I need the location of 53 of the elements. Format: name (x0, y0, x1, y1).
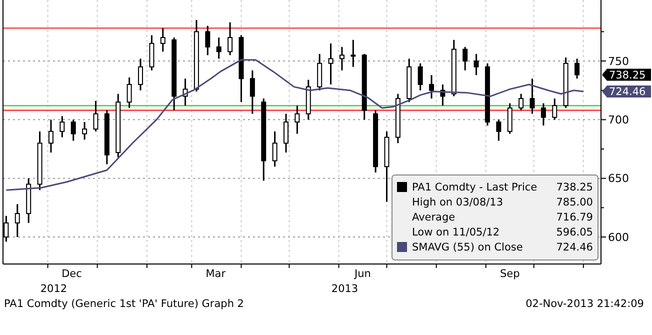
text: PA1 Comdty (Generic 1st 'PA' Future) Graph 2 (4, 298, 244, 310)
x-tick-label: Sep (500, 268, 520, 280)
candlestick (507, 102, 512, 135)
y-tick-label: 750 (608, 54, 629, 68)
candlestick (250, 70, 255, 115)
text: 738.25 (609, 69, 646, 82)
candlestick (149, 34, 154, 72)
candlestick (216, 36, 222, 60)
legend-label: SMAVG (55) on Close (412, 242, 523, 254)
text: 2013 (331, 283, 358, 295)
candlestick (530, 78, 535, 115)
text: 724.46 (609, 86, 646, 98)
text: 02-Nov-2013 21:42:09 (526, 298, 644, 310)
candlestick (317, 53, 322, 92)
candlestick (496, 118, 502, 142)
text: 2012 (40, 283, 68, 295)
text: Average 716.79 (412, 212, 593, 224)
candlestick (418, 62, 423, 92)
y-tick-label: 650 (608, 172, 629, 186)
candlestick (284, 113, 289, 154)
text: Low on 11/05/12 596.05 (412, 226, 593, 239)
x-tick-label: Dec (62, 268, 82, 280)
candlestick (339, 46, 344, 72)
y-tick-label: 600 (608, 230, 629, 244)
annotation: 724.46 (556, 242, 594, 254)
candlestick (574, 58, 580, 80)
candlestick (228, 22, 233, 56)
candlestick (14, 203, 20, 238)
legend-label: PA1 Comdty - Last Price (412, 182, 538, 194)
annotation: 738.25 (556, 182, 593, 194)
candlestick (70, 118, 76, 142)
candlestick (294, 104, 300, 135)
candlestick (48, 118, 54, 154)
candlestick (160, 27, 166, 52)
x-tick-label: Jun (354, 268, 371, 280)
candlestick (552, 98, 558, 120)
candlestick (540, 102, 546, 126)
candlestick (350, 39, 356, 68)
x-tick-label: Mar (206, 268, 226, 280)
y-tick-label: 700 (608, 114, 629, 127)
candlestick (205, 25, 210, 56)
candlestick (474, 53, 479, 76)
candlestick (429, 74, 434, 100)
candlestick (328, 42, 334, 86)
candlestick (126, 76, 132, 109)
candlestick (462, 46, 468, 72)
candlestick (518, 93, 524, 112)
text: High on 03/08/13 785.00 (412, 196, 593, 209)
candlestick (272, 130, 278, 168)
candlestick (60, 115, 65, 138)
candlestick (138, 58, 144, 92)
candlestick (82, 121, 88, 140)
candlestick (93, 100, 98, 132)
